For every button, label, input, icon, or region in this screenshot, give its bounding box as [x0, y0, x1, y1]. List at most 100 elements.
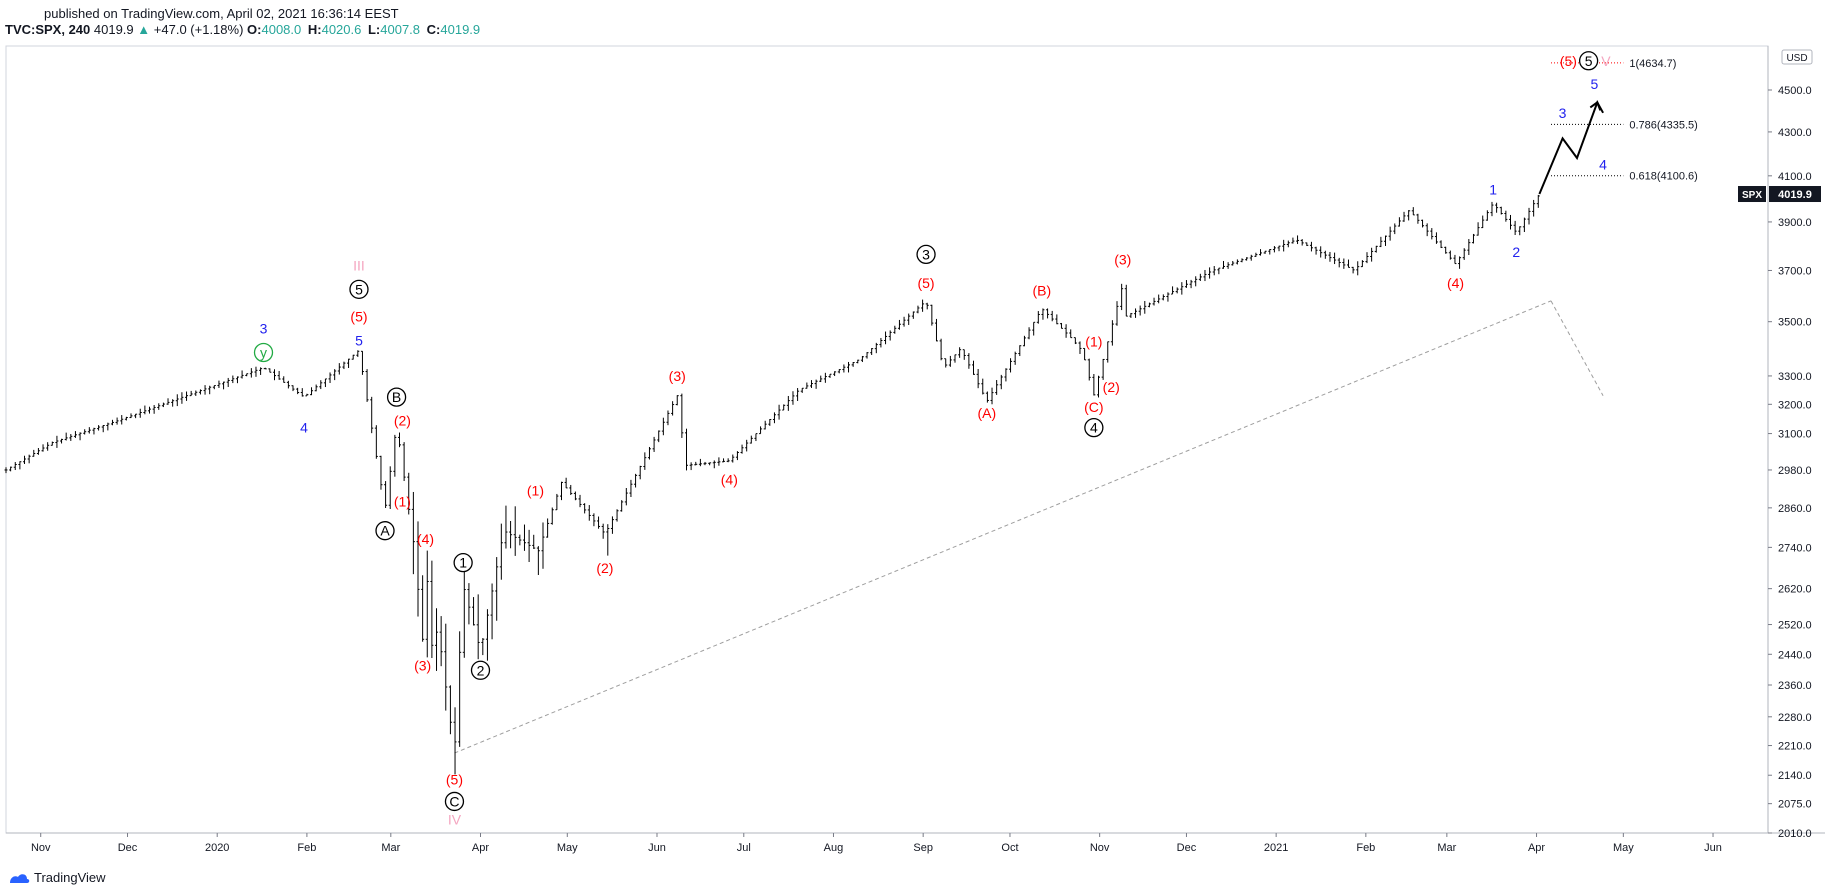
wave-label: 5: [1591, 76, 1599, 92]
wave-label: (1): [1085, 334, 1102, 350]
close-label: C:: [426, 22, 441, 37]
projection-group: [1538, 100, 1604, 195]
wave-label: (3): [1114, 251, 1131, 267]
time-tick-label: Dec: [1177, 842, 1197, 854]
wave-label: (5): [917, 275, 934, 291]
price-tick-label: 2520.0: [1778, 620, 1812, 632]
wave-label: 3: [922, 246, 930, 262]
wave-label: (5): [350, 308, 367, 324]
symbol-label: TVC:SPX, 240: [5, 22, 91, 37]
low-label: L:: [367, 22, 381, 37]
last-price: 4019.9: [93, 22, 134, 37]
time-tick-label: Jun: [648, 842, 666, 854]
wave-circle: [386, 387, 407, 407]
wave-label: 1: [1489, 181, 1497, 197]
wave-label: 4: [300, 420, 308, 436]
price-tick-label: 2860.0: [1778, 503, 1812, 515]
time-tick-label: Oct: [1001, 842, 1018, 854]
projection-path: [1538, 100, 1604, 195]
time-tick-label: Jun: [1704, 842, 1722, 854]
time-tick-label: Nov: [31, 842, 51, 854]
wave-label: 5: [355, 281, 363, 297]
wave-label: IV: [448, 811, 462, 827]
price-tick-label: 3200.0: [1778, 399, 1812, 411]
tradingview-brand[interactable]: TradingView: [8, 870, 106, 885]
wave-label: 4: [1090, 420, 1098, 436]
price-tick-label: 4100.0: [1778, 171, 1812, 183]
fib-levels-group: 1(4634.7) 0.786(4335.5) 0.618(4100.6): [1551, 58, 1698, 183]
fib-level-label: 0.786(4335.5): [1629, 119, 1698, 131]
wave-circle: [470, 660, 491, 680]
wave-label: (2): [1103, 379, 1120, 395]
wave-circle: [1578, 51, 1599, 71]
wave-label: 5: [355, 332, 363, 348]
price-tick-label: 4300.0: [1778, 127, 1812, 139]
wave-label: 2: [477, 662, 485, 678]
wave-circle: [453, 552, 473, 573]
wave-label: 1: [459, 555, 467, 571]
wave-label: y: [260, 344, 267, 360]
price-tag-box: [1769, 186, 1821, 203]
price-tick-label: 3300.0: [1778, 371, 1812, 383]
wave-label: (4): [1447, 275, 1464, 291]
time-tick-label: Apr: [472, 842, 489, 854]
fib-level-label: 0.618(4100.6): [1629, 171, 1698, 183]
price-tick-label: 3500.0: [1778, 317, 1812, 329]
wave-label: (1): [394, 493, 411, 509]
open-value: 4008.0: [261, 22, 302, 37]
price-tick-label: 2140.0: [1778, 770, 1812, 782]
high-label: H:: [307, 22, 322, 37]
wave-label: A: [380, 523, 390, 539]
tradingview-logo-icon: [10, 873, 30, 883]
price-tick-label: 2075.0: [1778, 799, 1812, 811]
price-tick-label: 2440.0: [1778, 649, 1812, 661]
wave-label: B: [392, 389, 401, 405]
up-arrow-icon: ▲: [137, 22, 151, 37]
projection-arrowhead: [1589, 100, 1602, 111]
trendline: [454, 300, 1552, 754]
wave-label: 3: [260, 320, 268, 336]
time-tick-label: Nov: [1090, 842, 1110, 854]
price-axis[interactable]: 4500.0 4300.0 4100.0 3900.0 3700.0 3500.0 3300…: [1768, 85, 1812, 840]
wave-label: (3): [669, 368, 686, 384]
wave-label: III: [353, 257, 365, 273]
wave-label: (A): [977, 405, 996, 421]
wave-label: (4): [417, 531, 434, 547]
time-tick-label: Aug: [824, 842, 844, 854]
time-tick-label: Jul: [737, 842, 751, 854]
wave-label: (B): [1032, 283, 1051, 299]
price-tick-label: 4500.0: [1778, 85, 1812, 97]
time-tick-label: Mar: [381, 842, 400, 854]
wave-label: C: [449, 793, 459, 809]
time-tick-label: 2020: [205, 842, 229, 854]
price-tag-label: 4019.9: [1778, 189, 1812, 201]
time-tick-label: 2021: [1264, 842, 1288, 854]
published-info: published on TradingView.com, April 02, …: [44, 6, 399, 21]
wave-label: V: [1601, 53, 1611, 69]
wave-label: (5): [446, 772, 463, 788]
time-tick-label: May: [557, 842, 578, 854]
brand-label: TradingView: [34, 870, 106, 885]
wave-label: 4: [1599, 157, 1607, 173]
currency-label: USD: [1786, 53, 1807, 64]
fib-level-label: 1(4634.7): [1629, 58, 1676, 70]
high-value: 4020.6: [321, 22, 362, 37]
open-label: O:: [247, 22, 262, 37]
price-tick-label: 3100.0: [1778, 429, 1812, 441]
close-value: 4019.9: [440, 22, 481, 37]
wave-label: (4): [721, 471, 738, 487]
currency-badge: USD: [1781, 49, 1813, 65]
symbol-tag-label: SPX: [1742, 190, 1762, 201]
wave-label: 3: [1559, 105, 1567, 121]
price-tick-label: 3900.0: [1778, 217, 1812, 229]
wave-circle: [349, 279, 369, 299]
wave-label: (2): [596, 560, 613, 576]
time-axis[interactable]: Nov Dec 2020 Feb Mar Apr May Jun Jul Aug Sep Oct Nov…: [31, 833, 1722, 854]
wave-circle: [253, 342, 274, 363]
price-change: +47.0 (+1.18%): [153, 22, 244, 37]
price-bars-group: [4, 194, 1540, 775]
last-price-tag: SPX 4019.9: [1738, 186, 1821, 203]
price-tick-label: 2010.0: [1778, 828, 1812, 840]
